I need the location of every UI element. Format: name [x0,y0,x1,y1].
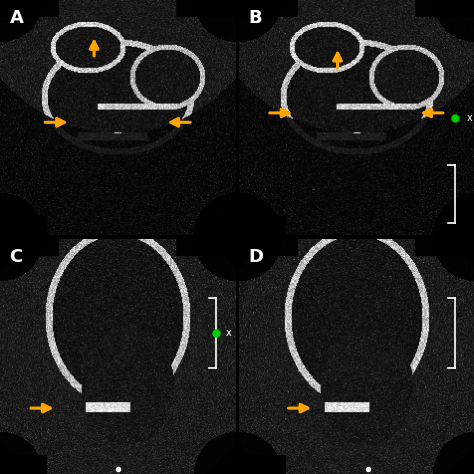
Text: A: A [9,9,23,27]
Text: x: x [467,113,473,123]
Text: D: D [248,248,263,266]
Text: B: B [248,9,262,27]
Text: x: x [226,328,232,338]
Text: C: C [9,248,23,266]
